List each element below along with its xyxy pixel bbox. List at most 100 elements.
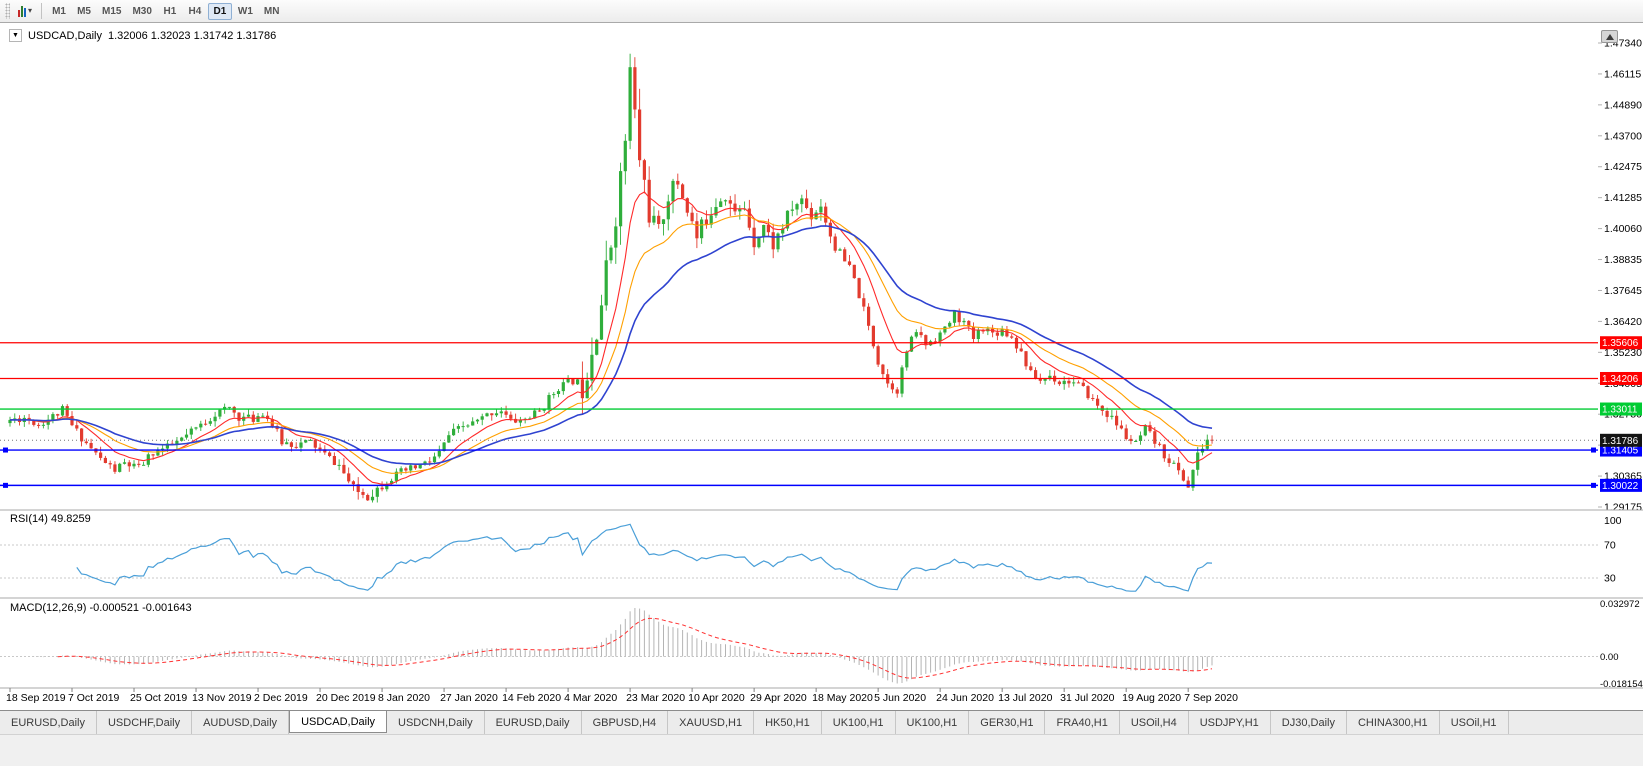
- chart-tab-audusd-daily[interactable]: AUDUSD,Daily: [192, 711, 290, 734]
- price-axis-label: 1.44890: [1604, 99, 1642, 111]
- price-axis-label: 1.43700: [1604, 130, 1642, 142]
- timeframe-button-d1[interactable]: D1: [207, 2, 232, 20]
- chart-canvas[interactable]: 1.473401.461151.448901.437001.424751.412…: [0, 23, 1643, 710]
- line-selection-handle[interactable]: [1591, 447, 1596, 453]
- timeframe-button-h4[interactable]: H4: [183, 3, 207, 20]
- timeframe-button-m1[interactable]: M1: [47, 3, 71, 20]
- ma-10-line: [9, 191, 1213, 485]
- price-tag-label: 1.33011: [1602, 405, 1638, 416]
- chart-tab-uk100-h1[interactable]: UK100,H1: [896, 711, 970, 734]
- timeframe-button-mn[interactable]: MN: [259, 3, 285, 20]
- chart-scroll-button[interactable]: [1601, 30, 1618, 43]
- date-axis-label: 18 Sep 2019: [6, 692, 66, 704]
- triangle-down-icon: ▼: [12, 32, 19, 39]
- date-axis-label: 4 Mar 2020: [564, 692, 617, 704]
- chart-tab-bar: EURUSD,Daily USDCHF,Daily AUDUSD,Daily USDC…: [0, 710, 1643, 734]
- date-axis-label: 14 Feb 2020: [502, 692, 561, 704]
- tab-label: USDCAD,Daily: [301, 715, 376, 728]
- date-axis-label: 2 Dec 2019: [254, 692, 308, 704]
- price-tag-label: 1.34206: [1602, 374, 1639, 385]
- tab-label: GBPUSD,H4: [592, 716, 657, 729]
- timeframe-button-h1[interactable]: H1: [158, 3, 182, 20]
- rsi-scale-label: 100: [1604, 515, 1622, 527]
- chart-tab-china300-h1[interactable]: CHINA300,H1: [1347, 711, 1440, 734]
- price-tag-label: 1.35606: [1602, 338, 1639, 349]
- chart-tab-usdchf-daily[interactable]: USDCHF,Daily: [97, 711, 193, 734]
- line-selection-handle[interactable]: [3, 447, 8, 453]
- macd-indicator-label: MACD(12,26,9) -0.000521 -0.001643: [8, 602, 194, 614]
- line-selection-handle[interactable]: [3, 482, 8, 488]
- rsi-scale-label: 30: [1604, 573, 1616, 585]
- chart-tab-usdjpy-h1[interactable]: USDJPY,H1: [1189, 711, 1271, 734]
- date-axis-label: 25 Oct 2019: [130, 692, 187, 704]
- toolbar-grip[interactable]: [5, 3, 10, 19]
- date-axis-label: 27 Jan 2020: [440, 692, 498, 704]
- tab-label: EURUSD,Daily: [11, 716, 85, 729]
- toolbar-separator: [41, 3, 43, 19]
- chart-tab-ger30-h1[interactable]: GER30,H1: [969, 711, 1046, 734]
- date-axis-label: 23 Mar 2020: [626, 692, 685, 704]
- price-axis-label: 1.38835: [1604, 254, 1642, 266]
- date-axis-label: 13 Jul 2020: [998, 692, 1052, 704]
- chart-tab-usoil-h4[interactable]: USOil,H4: [1120, 711, 1189, 734]
- chart-tab-eurusd-daily[interactable]: EURUSD,Daily: [485, 711, 582, 734]
- chart-tab-usdcnh-daily[interactable]: USDCNH,Daily: [387, 711, 485, 734]
- macd-scale-label: 0.00: [1600, 652, 1619, 663]
- tab-label: UK100,H1: [832, 716, 884, 729]
- chart-tab-fra40-h1[interactable]: FRA40,H1: [1045, 711, 1120, 734]
- date-axis-label: 19 Aug 2020: [1122, 692, 1181, 704]
- chart-tab-hk50-h1[interactable]: HK50,H1: [754, 711, 822, 734]
- timeframe-button-m15[interactable]: M15: [97, 3, 126, 20]
- date-axis-label: 5 Jun 2020: [874, 692, 926, 704]
- tab-label: USOil,H1: [1450, 716, 1497, 729]
- chart-tab-dj30-daily[interactable]: DJ30,Daily: [1271, 711, 1347, 734]
- rsi-scale-label: 70: [1604, 540, 1616, 552]
- chart-type-button[interactable]: ▾: [14, 2, 36, 20]
- chart-tab-xauusd-h1[interactable]: XAUUSD,H1: [668, 711, 755, 734]
- timeframe-button-m30[interactable]: M30: [127, 3, 156, 20]
- chart-ohlc-values: 1.32006 1.32023 1.31742 1.31786: [107, 29, 277, 42]
- tab-label: AUDUSD,Daily: [203, 716, 278, 729]
- tab-label: USOil,H4: [1130, 716, 1177, 729]
- date-axis-label: 7 Oct 2019: [68, 692, 120, 704]
- date-axis-label: 18 May 2020: [812, 692, 873, 704]
- chart-tab-gbpusd-h4[interactable]: GBPUSD,H4: [582, 711, 669, 734]
- time-axis[interactable]: 18 Sep 2019 7 Oct 2019 25 Oct 2019 13 Nov 2…: [6, 688, 1238, 704]
- candlestick-series: [8, 53, 1214, 503]
- date-axis-label: 13 Nov 2019: [192, 692, 252, 704]
- date-axis-label: 24 Jun 2020: [936, 692, 994, 704]
- chart-tab-usdcad-daily[interactable]: USDCAD,Daily: [289, 711, 388, 733]
- price-axis-label: 1.41285: [1604, 192, 1642, 204]
- line-selection-handle[interactable]: [1591, 482, 1596, 488]
- price-tag: [1600, 478, 1642, 492]
- price-axis-label: 1.37645: [1604, 285, 1642, 297]
- price-tag: [1600, 402, 1642, 416]
- timeframe-button-m5[interactable]: M5: [72, 3, 96, 20]
- tab-label: USDCHF,Daily: [107, 716, 181, 729]
- chart-tab-uk100-h1[interactable]: UK100,H1: [822, 711, 896, 734]
- tab-label: XAUUSD,H1: [679, 716, 743, 729]
- chart-title-overlay: ▼ USDCAD,Daily 1.32006 1.32023 1.31742 1…: [6, 28, 280, 43]
- chart-tab-eurusd-daily[interactable]: EURUSD,Daily: [0, 711, 97, 734]
- tab-label: DJ30,Daily: [1281, 716, 1335, 729]
- timeframe-button-w1[interactable]: W1: [233, 3, 258, 20]
- status-bar: [0, 734, 1643, 766]
- price-tag: [1600, 371, 1642, 385]
- price-axis-label: 1.36420: [1604, 316, 1642, 328]
- date-axis-label: 8 Jan 2020: [378, 692, 430, 704]
- chart-symbol-label: USDCAD,Daily: [28, 29, 102, 42]
- chart-tab-usoil-h1[interactable]: USOil,H1: [1440, 711, 1509, 734]
- current-price-tag: [1600, 433, 1642, 447]
- candlestick-chart-icon: [18, 5, 26, 17]
- current-price-label: 1.31786: [1602, 436, 1639, 447]
- price-axis-label: 1.46115: [1604, 68, 1641, 80]
- tab-label: EURUSD,Daily: [495, 716, 570, 729]
- tab-label: USDJPY,H1: [1199, 716, 1259, 729]
- price-axis-label: 1.40060: [1604, 223, 1642, 235]
- price-axis-label: 1.29175: [1604, 502, 1642, 514]
- rsi-line: [76, 523, 1213, 592]
- price-axis-label: 1.42475: [1604, 161, 1642, 173]
- one-click-trading-toggle[interactable]: ▼: [9, 29, 22, 42]
- tab-label: CHINA300,H1: [1357, 716, 1428, 729]
